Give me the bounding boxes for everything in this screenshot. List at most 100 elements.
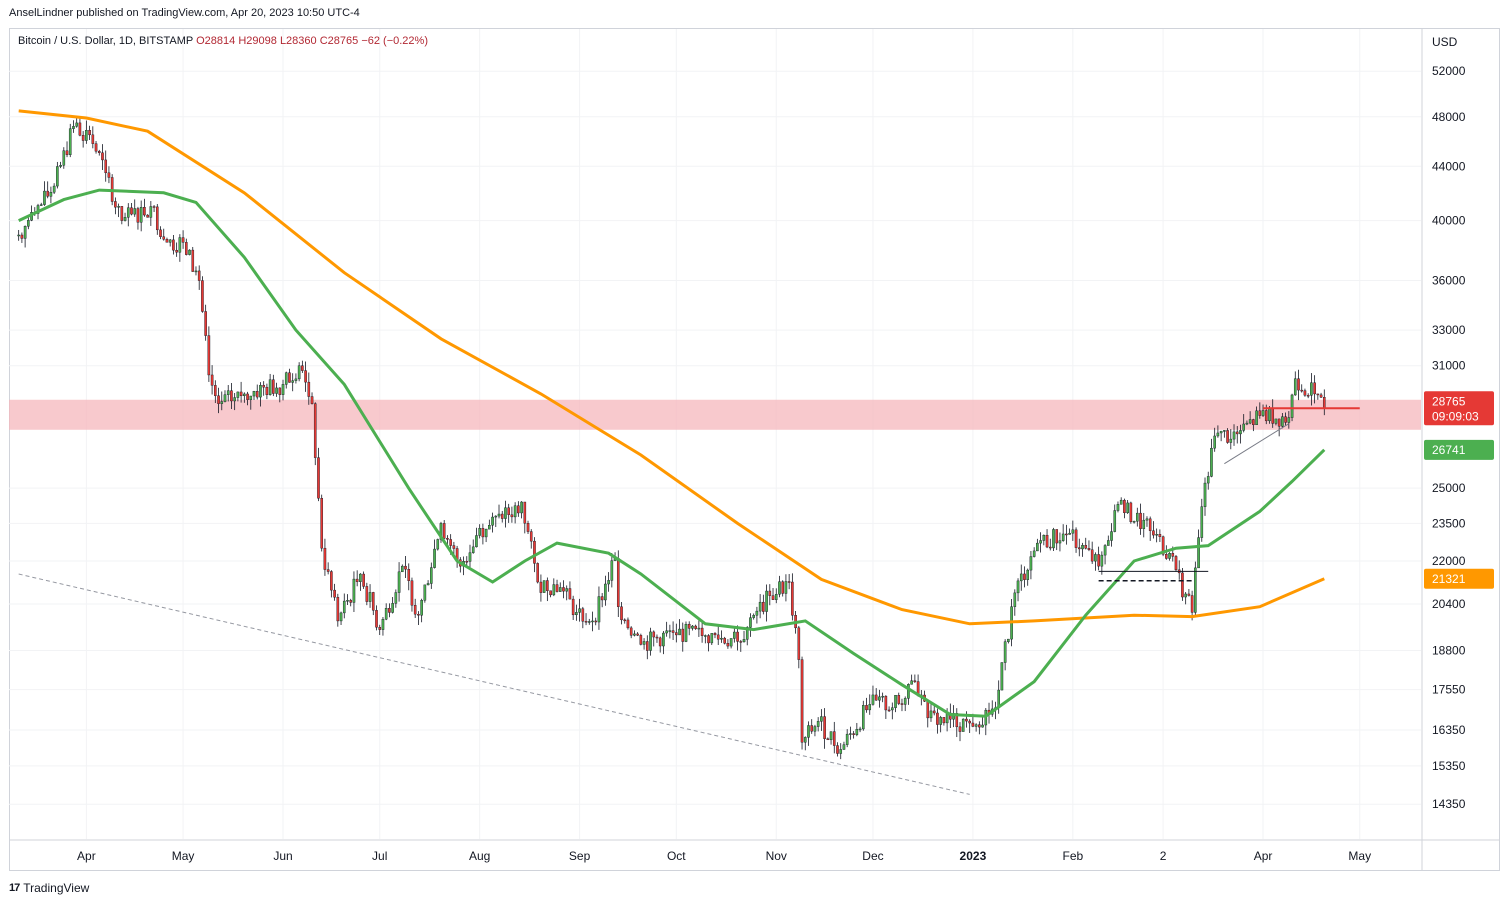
candle <box>342 593 346 619</box>
candle <box>694 624 697 630</box>
candle <box>1252 418 1255 432</box>
x-tick-label: Feb <box>1062 849 1083 863</box>
y-tick-label: 25000 <box>1432 481 1466 495</box>
candle <box>1287 411 1291 429</box>
candle <box>658 636 662 653</box>
x-tick-label: 2 <box>1160 849 1167 863</box>
candle <box>194 266 198 276</box>
candle <box>1077 538 1081 557</box>
candle <box>926 700 930 728</box>
candle <box>568 581 572 600</box>
candle <box>1032 547 1036 558</box>
candle <box>1136 507 1139 527</box>
candle <box>168 238 172 247</box>
candle <box>1039 532 1042 553</box>
candle <box>642 638 646 650</box>
candle <box>710 633 714 646</box>
candle <box>1261 404 1265 417</box>
candle <box>1058 532 1062 552</box>
candle <box>1045 529 1049 549</box>
y-tick-label: 36000 <box>1432 274 1466 288</box>
candle <box>884 695 888 719</box>
candle <box>1139 503 1142 535</box>
currency-label: USD <box>1432 35 1458 49</box>
candle <box>813 724 817 737</box>
candle <box>655 634 659 643</box>
candle <box>400 564 404 573</box>
candle <box>352 571 356 612</box>
candle <box>1126 499 1129 514</box>
candle <box>600 593 604 608</box>
candle <box>578 598 581 622</box>
candle <box>1293 371 1297 396</box>
candle <box>1313 375 1316 404</box>
candle <box>101 144 104 170</box>
candle <box>955 708 959 738</box>
candle <box>85 120 88 144</box>
candle <box>1184 591 1187 605</box>
rising-support-line[interactable] <box>1224 423 1290 465</box>
candle <box>49 186 53 204</box>
candle <box>1090 541 1094 564</box>
candle <box>797 625 801 669</box>
candle <box>1274 418 1278 426</box>
y-tick-label: 18800 <box>1432 643 1466 657</box>
brand-name[interactable]: TradingView <box>23 881 90 895</box>
candle <box>723 636 726 645</box>
candle <box>845 729 849 748</box>
candle <box>455 545 459 568</box>
candle <box>826 737 830 741</box>
candle <box>984 708 988 736</box>
candle <box>410 577 414 612</box>
candle <box>803 736 807 751</box>
candle <box>394 589 398 608</box>
candle <box>832 721 836 754</box>
candle <box>152 205 156 212</box>
candle <box>17 229 20 241</box>
candle <box>855 722 859 737</box>
candle <box>1026 568 1030 586</box>
candle <box>362 571 365 589</box>
tradingview-logo-icon[interactable]: 17 <box>9 882 20 894</box>
candle <box>23 225 27 248</box>
ma-50-line <box>18 188 1326 718</box>
candle <box>820 709 823 731</box>
candle <box>539 574 543 602</box>
candle <box>1300 384 1304 393</box>
candle <box>233 393 236 411</box>
candle <box>123 212 127 222</box>
candle <box>500 510 504 523</box>
chart-frame <box>9 28 1500 871</box>
descending-trendline[interactable] <box>18 573 970 795</box>
candle <box>143 198 146 217</box>
candle <box>823 708 826 749</box>
candle <box>275 382 278 397</box>
candle <box>510 506 514 523</box>
y-tick-label: 40000 <box>1432 214 1466 228</box>
candle <box>56 161 59 189</box>
price-axis: 52000 48000 44000 40000 36000 33000 31000 25000… <box>1432 64 1466 811</box>
candle <box>1319 392 1323 399</box>
candle <box>126 203 130 227</box>
candle <box>771 587 775 600</box>
candle <box>104 150 108 182</box>
candle <box>807 721 810 746</box>
candle <box>1197 529 1200 569</box>
candle <box>1129 501 1133 524</box>
candle <box>1145 516 1149 527</box>
candle <box>1194 561 1197 618</box>
candle <box>604 575 607 606</box>
candle <box>810 719 814 734</box>
candle <box>681 622 685 652</box>
candle <box>243 392 246 403</box>
candle <box>223 390 227 403</box>
candle <box>607 572 610 592</box>
candle <box>307 372 311 405</box>
candle <box>481 523 485 545</box>
y-tick-label: 23500 <box>1432 516 1466 530</box>
candle <box>1081 542 1084 557</box>
candle <box>413 598 417 618</box>
candle <box>384 603 388 621</box>
candle <box>78 118 82 137</box>
